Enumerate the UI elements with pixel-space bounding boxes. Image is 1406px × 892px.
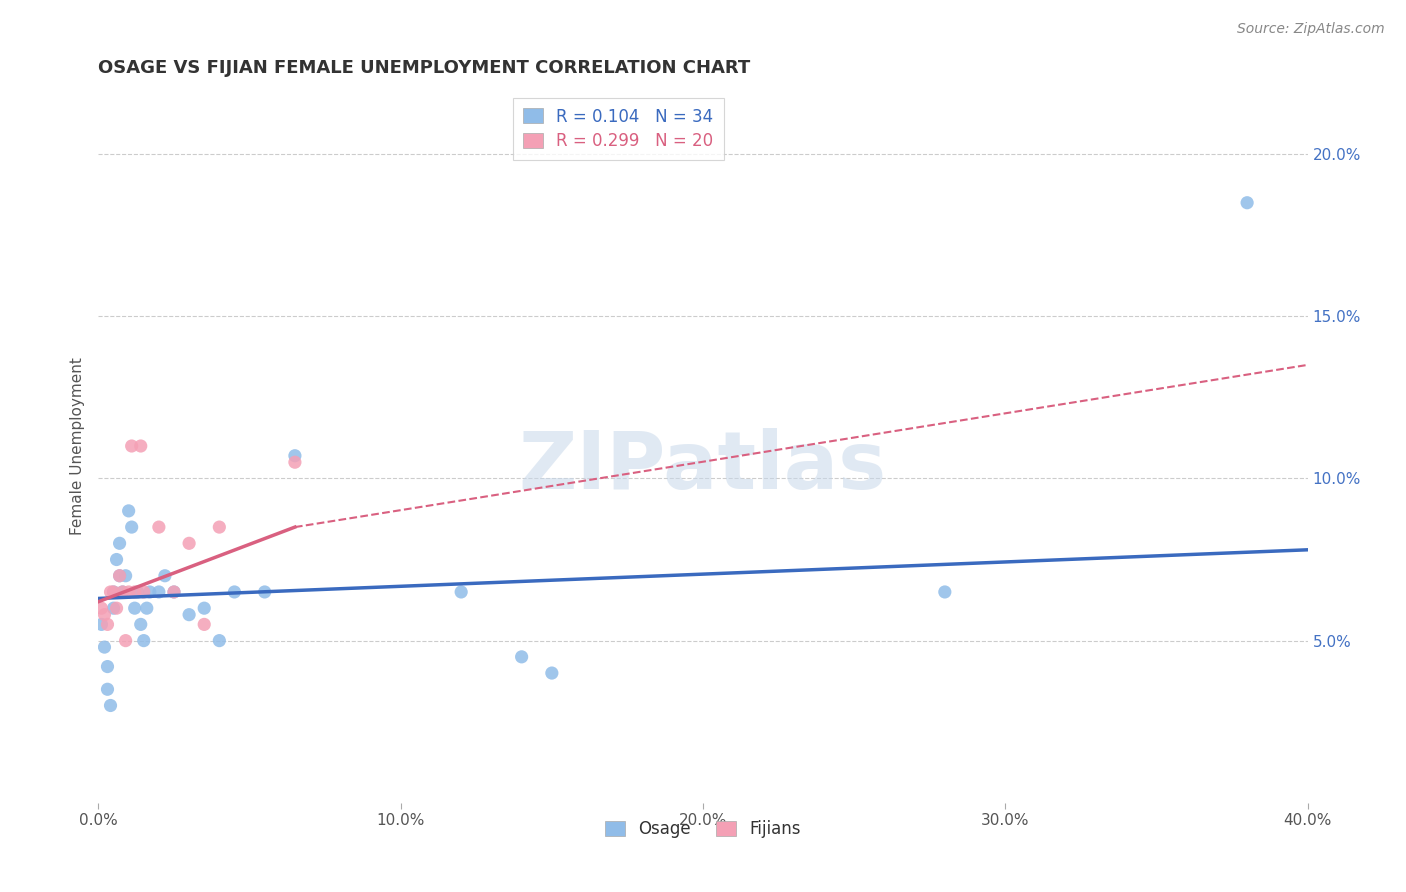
- Point: [253, 585, 276, 599]
- Point: [108, 568, 131, 582]
- Point: [96, 659, 118, 673]
- Point: [148, 585, 170, 599]
- Point: [93, 640, 115, 654]
- Point: [121, 439, 143, 453]
- Point: [934, 585, 956, 599]
- Point: [129, 617, 152, 632]
- Point: [1236, 195, 1258, 210]
- Point: [193, 617, 215, 632]
- Point: [163, 585, 186, 599]
- Point: [124, 585, 146, 599]
- Point: [510, 649, 533, 664]
- Point: [193, 601, 215, 615]
- Point: [103, 585, 125, 599]
- Point: [100, 698, 122, 713]
- Point: [132, 633, 155, 648]
- Point: [284, 449, 307, 463]
- Point: [108, 536, 131, 550]
- Point: [105, 601, 128, 615]
- Point: [208, 633, 231, 648]
- Point: [450, 585, 472, 599]
- Point: [118, 504, 141, 518]
- Point: [284, 455, 307, 469]
- Point: [96, 617, 118, 632]
- Point: [108, 568, 131, 582]
- Text: ZIPatlas: ZIPatlas: [519, 428, 887, 507]
- Point: [132, 585, 155, 599]
- Point: [118, 585, 141, 599]
- Point: [224, 585, 246, 599]
- Point: [114, 633, 136, 648]
- Legend: Osage, Fijians: Osage, Fijians: [599, 814, 807, 845]
- Point: [179, 536, 201, 550]
- Point: [208, 520, 231, 534]
- Text: Source: ZipAtlas.com: Source: ZipAtlas.com: [1237, 22, 1385, 37]
- Point: [90, 601, 112, 615]
- Point: [153, 568, 176, 582]
- Point: [96, 682, 118, 697]
- Point: [127, 585, 149, 599]
- Point: [93, 607, 115, 622]
- Point: [103, 585, 125, 599]
- Point: [105, 552, 128, 566]
- Point: [148, 520, 170, 534]
- Point: [179, 607, 201, 622]
- Point: [124, 601, 146, 615]
- Point: [163, 585, 186, 599]
- Point: [135, 601, 157, 615]
- Point: [139, 585, 162, 599]
- Point: [100, 585, 122, 599]
- Point: [114, 568, 136, 582]
- Text: OSAGE VS FIJIAN FEMALE UNEMPLOYMENT CORRELATION CHART: OSAGE VS FIJIAN FEMALE UNEMPLOYMENT CORR…: [98, 59, 751, 77]
- Point: [103, 601, 125, 615]
- Point: [540, 666, 562, 681]
- Point: [129, 439, 152, 453]
- Point: [90, 617, 112, 632]
- Y-axis label: Female Unemployment: Female Unemployment: [69, 357, 84, 535]
- Point: [111, 585, 134, 599]
- Point: [121, 520, 143, 534]
- Point: [111, 585, 134, 599]
